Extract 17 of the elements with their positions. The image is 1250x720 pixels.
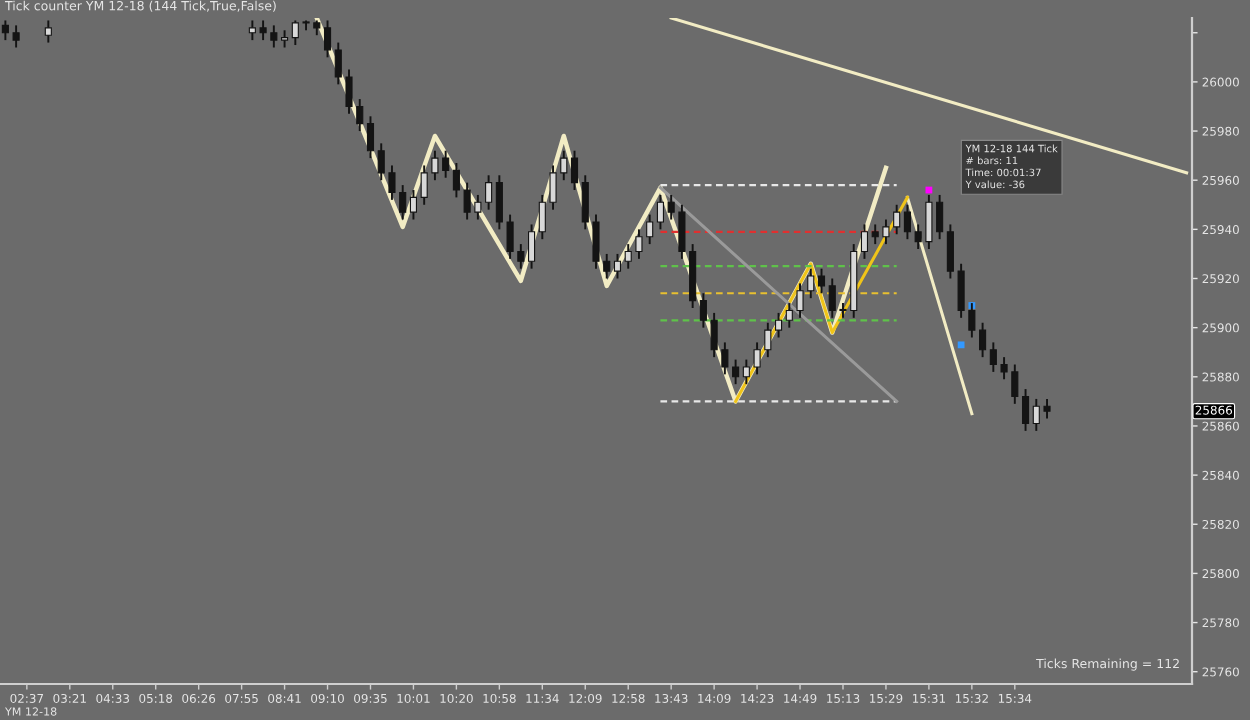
candlestick [44, 19, 52, 44]
candlestick [860, 223, 869, 260]
candlestick [366, 115, 375, 160]
candlestick [570, 149, 579, 191]
line-series [734, 195, 909, 403]
candlestick [613, 252, 622, 280]
candlestick [656, 193, 664, 231]
candlestick [528, 223, 536, 270]
candlestick [323, 19, 332, 59]
candlestick [903, 203, 911, 241]
candlestick [774, 311, 783, 339]
point [925, 186, 933, 194]
candlestick [409, 189, 418, 221]
line-series [314, 18, 889, 404]
point [957, 341, 965, 349]
candlestick [817, 267, 826, 295]
candlestick [1021, 388, 1030, 432]
